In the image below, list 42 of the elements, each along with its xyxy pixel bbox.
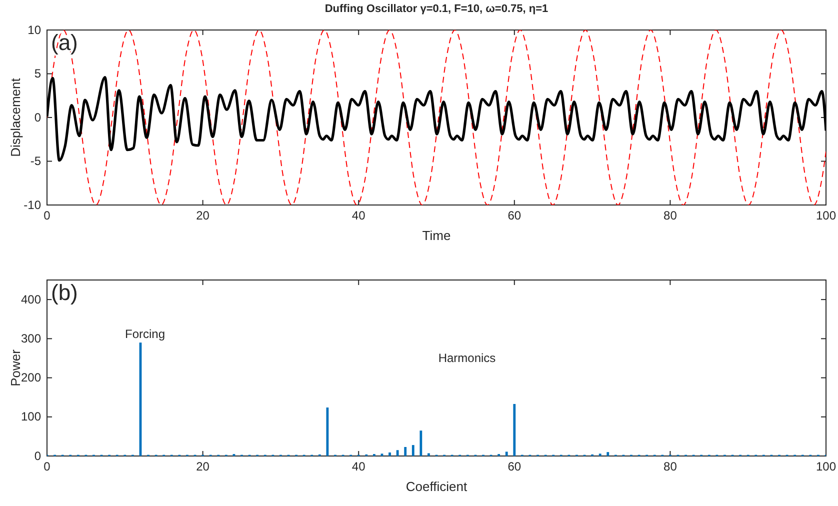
x-tick-label: 60 xyxy=(508,460,522,474)
bar xyxy=(412,445,414,456)
line-series xyxy=(47,30,826,205)
x-tick-label: 80 xyxy=(664,460,678,474)
x-axis-title: Coefficient xyxy=(406,479,468,494)
x-tick-label: 40 xyxy=(352,460,366,474)
x-tick-label: 20 xyxy=(196,460,210,474)
y-tick-label: 0 xyxy=(34,110,42,124)
y-tick-label: 100 xyxy=(20,410,42,424)
y-tick-label: -10 xyxy=(24,198,42,212)
y-axis-title: Power xyxy=(8,348,23,386)
bar xyxy=(396,450,399,456)
y-tick-label: 10 xyxy=(28,22,42,37)
y-tick-label: 400 xyxy=(20,292,42,306)
x-tick-label: 100 xyxy=(816,208,836,223)
y-tick-label: 200 xyxy=(20,370,42,385)
bar xyxy=(326,408,329,456)
x-tick-label: 20 xyxy=(196,208,210,223)
bar xyxy=(420,430,422,456)
annotation: (b) xyxy=(51,280,78,305)
y-axis-title: Displacement xyxy=(8,78,23,157)
chart-title: Duffing Oscillator γ=0.1, F=10, ω=0.75, η=1 xyxy=(324,3,548,15)
bar xyxy=(505,452,508,456)
x-tick-label: 60 xyxy=(508,208,522,223)
annotation: Harmonics xyxy=(438,351,496,365)
y-tick-label: -5 xyxy=(30,154,42,168)
x-axis-title: Time xyxy=(422,228,451,243)
bar xyxy=(513,404,516,456)
bar xyxy=(606,452,610,456)
x-tick-label: 0 xyxy=(44,460,51,474)
y-tick-label: 5 xyxy=(34,66,42,81)
bar xyxy=(388,452,391,456)
y-tick-label: 300 xyxy=(20,332,42,346)
x-tick-label: 100 xyxy=(816,460,836,474)
annotation: Forcing xyxy=(124,327,166,341)
x-tick-label: 40 xyxy=(352,208,366,223)
y-tick-label: 0 xyxy=(34,448,42,463)
bar xyxy=(404,447,407,456)
line-series xyxy=(47,76,826,162)
x-tick-label: 0 xyxy=(44,208,51,223)
bar xyxy=(428,453,430,456)
x-tick-label: 80 xyxy=(664,208,678,223)
